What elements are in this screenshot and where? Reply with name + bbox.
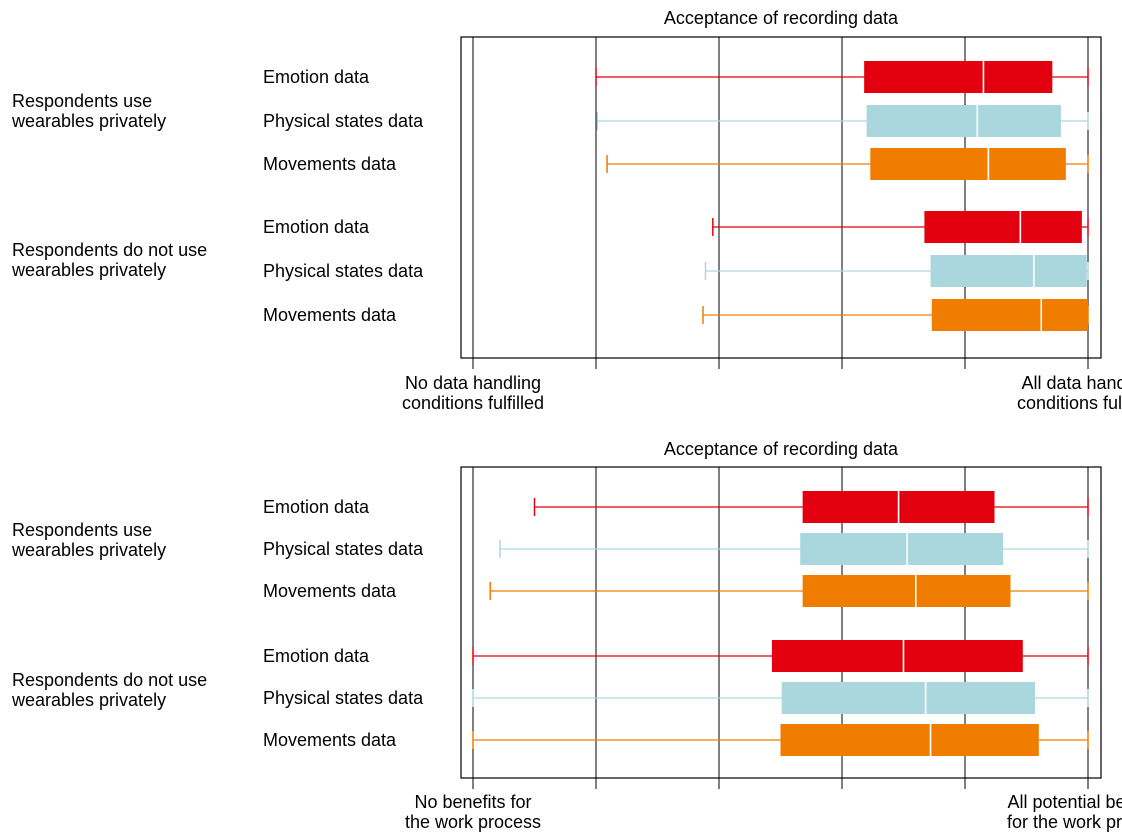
chart-panel-1: Acceptance of recording data No data hand…: [11, 8, 1122, 413]
plot-frame: [460, 36, 1102, 359]
series-label: Emotion data: [263, 646, 370, 666]
iqr-box: [771, 640, 1023, 672]
group-label: Respondents use: [12, 520, 152, 540]
iqr-box: [870, 148, 1066, 180]
series-label: Physical states data: [263, 111, 424, 131]
x-axis-left-label: No benefits for: [414, 792, 531, 812]
x-axis-right-label: All data handling: [1021, 373, 1122, 393]
iqr-box: [780, 724, 1039, 756]
iqr-box: [924, 211, 1082, 243]
iqr-box: [931, 299, 1088, 331]
x-axis-right-label: for the work process: [1007, 812, 1122, 832]
group-label: Respondents use: [12, 91, 152, 111]
x-axis-left-label: No data handling: [405, 373, 541, 393]
series-label: Movements data: [263, 154, 397, 174]
series-label: Physical states data: [263, 539, 424, 559]
chart-title: Acceptance of recording data: [664, 8, 899, 28]
series-label: Emotion data: [263, 67, 370, 87]
group-label: wearables privately: [11, 111, 166, 131]
x-axis-right-label: conditions fulfilled: [1017, 393, 1122, 413]
series-label: Emotion data: [263, 217, 370, 237]
group-label: Respondents do not use: [12, 670, 207, 690]
series-label: Emotion data: [263, 497, 370, 517]
series-label: Physical states data: [263, 688, 424, 708]
iqr-box: [930, 255, 1087, 287]
series-label: Movements data: [263, 730, 397, 750]
chart-panel-2: Acceptance of recording data No benefits …: [11, 439, 1122, 832]
x-axis-left-label: conditions fulfilled: [402, 393, 544, 413]
iqr-box: [866, 105, 1061, 137]
iqr-box: [802, 575, 1011, 607]
group-label: wearables privately: [11, 260, 166, 280]
group-label: Respondents do not use: [12, 240, 207, 260]
chart-title: Acceptance of recording data: [664, 439, 899, 459]
series-label: Physical states data: [263, 261, 424, 281]
series-label: Movements data: [263, 581, 397, 601]
iqr-box: [864, 61, 1053, 93]
iqr-box: [781, 682, 1036, 714]
iqr-box: [800, 533, 1004, 565]
x-axis-left-label: the work process: [405, 812, 541, 832]
group-label: wearables privately: [11, 690, 166, 710]
plot-frame: [460, 466, 1102, 779]
x-axis-right-label: All potential benefits: [1007, 792, 1122, 812]
series-label: Movements data: [263, 305, 397, 325]
group-label: wearables privately: [11, 540, 166, 560]
